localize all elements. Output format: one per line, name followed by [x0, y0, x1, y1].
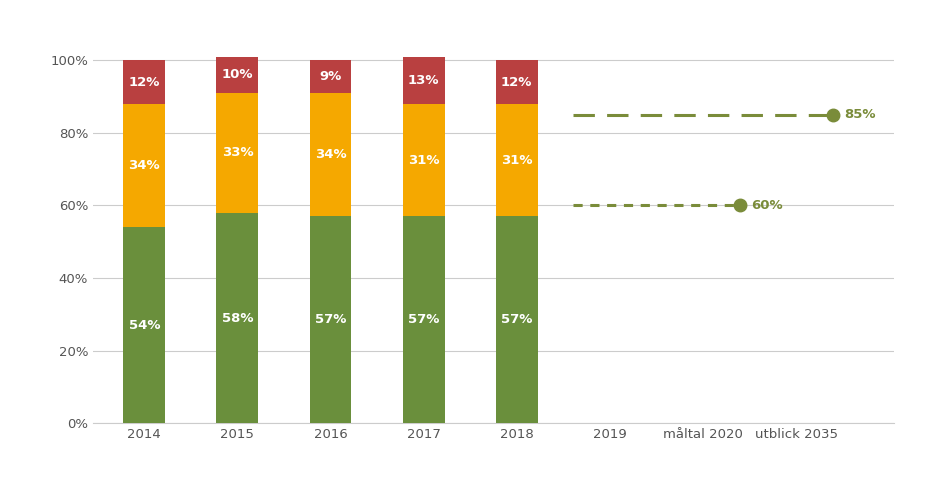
- Bar: [123, 104, 166, 227]
- Text: 57%: 57%: [408, 313, 439, 326]
- Bar: [309, 93, 352, 216]
- Bar: [123, 227, 166, 423]
- Text: 31%: 31%: [501, 153, 533, 167]
- Bar: [309, 60, 352, 93]
- Text: 85%: 85%: [844, 108, 876, 121]
- Bar: [402, 104, 445, 216]
- Text: 54%: 54%: [128, 319, 160, 332]
- Text: 33%: 33%: [222, 146, 253, 159]
- Text: 9%: 9%: [319, 70, 342, 83]
- Bar: [495, 104, 537, 216]
- Text: 13%: 13%: [408, 74, 439, 87]
- Text: 57%: 57%: [315, 313, 346, 326]
- Bar: [495, 216, 537, 423]
- Bar: [309, 216, 352, 423]
- Bar: [216, 57, 258, 93]
- Text: 60%: 60%: [751, 199, 783, 212]
- Text: 34%: 34%: [315, 148, 346, 161]
- Legend: Nöjda, Varken eller, Missnöjda, Måltal 2020, Utblick 2035: Nöjda, Varken eller, Missnöjda, Måltal 2…: [143, 494, 731, 498]
- Text: 12%: 12%: [501, 76, 533, 89]
- Bar: [402, 57, 445, 104]
- Bar: [402, 216, 445, 423]
- Bar: [123, 60, 166, 104]
- Bar: [216, 93, 258, 213]
- Text: 10%: 10%: [222, 68, 253, 81]
- Bar: [216, 213, 258, 423]
- Text: 31%: 31%: [408, 153, 439, 167]
- Bar: [495, 60, 537, 104]
- Text: 12%: 12%: [128, 76, 160, 89]
- Text: 58%: 58%: [222, 312, 253, 325]
- Text: 57%: 57%: [501, 313, 533, 326]
- Text: 34%: 34%: [128, 159, 160, 172]
